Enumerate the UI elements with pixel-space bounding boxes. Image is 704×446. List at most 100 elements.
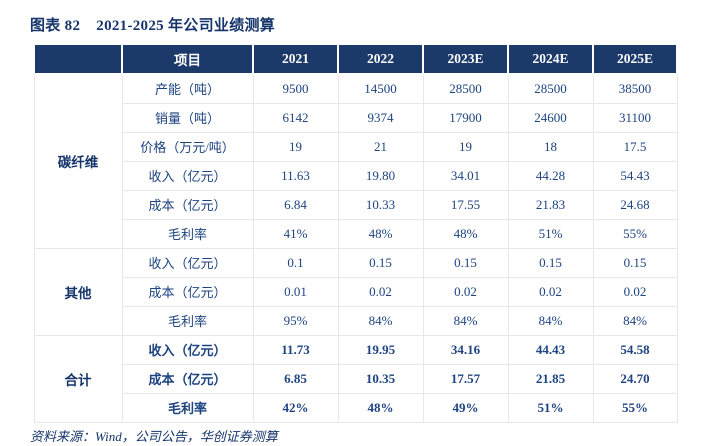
value-cell: 21.85 [507, 363, 594, 394]
figure-title: 图表 82 2021-2025 年公司业绩测算 [30, 14, 275, 35]
value-cell: 48% [337, 392, 424, 423]
value-cell: 0.15 [422, 247, 509, 278]
row-label-cell: 收入（亿元） [121, 334, 254, 365]
value-cell: 51% [507, 392, 594, 423]
figure-number: 图表 82 [30, 18, 81, 34]
value-cell: 28500 [507, 73, 594, 104]
table-row: 成本（亿元） 0.01 0.02 0.02 0.02 0.02 [34, 276, 678, 307]
row-label-cell: 成本（亿元） [121, 189, 254, 220]
row-label-cell: 价格（万元/吨） [121, 131, 254, 162]
value-cell: 0.1 [252, 247, 339, 278]
value-cell: 11.73 [252, 334, 339, 365]
value-cell: 19.80 [337, 160, 424, 191]
row-label-cell: 毛利率 [121, 305, 254, 336]
value-cell: 6.85 [252, 363, 339, 394]
value-cell: 10.35 [337, 363, 424, 394]
value-cell: 19 [422, 131, 509, 162]
table-row: 销量（吨） 6142 9374 17900 24600 31100 [34, 102, 678, 133]
header-cell-group [33, 43, 123, 75]
table-row: 毛利率 95% 84% 84% 84% 84% [34, 305, 678, 336]
value-cell: 0.15 [337, 247, 424, 278]
source-note: 资料来源：Wind，公司公告，华创证券测算 [30, 429, 278, 444]
group-cell-other: 其他 [33, 247, 123, 336]
value-cell: 0.02 [507, 276, 594, 307]
value-cell: 84% [507, 305, 594, 336]
header-row: 项目 2021 2022 2023E 2024E 2025E [33, 43, 678, 75]
value-cell: 55% [592, 218, 678, 249]
value-cell: 0.01 [252, 276, 339, 307]
value-cell: 55% [592, 392, 678, 423]
value-cell: 17.55 [422, 189, 509, 220]
value-cell: 41% [252, 218, 339, 249]
value-cell: 84% [592, 305, 678, 336]
header-cell-item: 项目 [121, 43, 254, 75]
value-cell: 48% [337, 218, 424, 249]
value-cell: 34.16 [422, 334, 509, 365]
value-cell: 19.95 [337, 334, 424, 365]
value-cell: 54.43 [592, 160, 678, 191]
row-label-cell: 收入（亿元） [121, 247, 254, 278]
value-cell: 17.5 [592, 131, 678, 162]
row-label-cell: 产能（吨） [121, 73, 254, 104]
row-label-cell: 成本（亿元） [121, 363, 254, 394]
value-cell: 95% [252, 305, 339, 336]
figure-caption: 2021-2025 年公司业绩测算 [96, 18, 276, 34]
group-cell-total: 合计 [33, 334, 123, 423]
table-row: 成本（亿元） 6.84 10.33 17.55 21.83 24.68 [34, 189, 678, 220]
table-row: 合计 收入（亿元） 11.73 19.95 34.16 44.43 54.58 [33, 334, 678, 423]
value-cell: 17900 [422, 102, 509, 133]
value-cell: 31100 [592, 102, 678, 133]
value-cell: 84% [422, 305, 509, 336]
header-cell-2021: 2021 [252, 43, 339, 75]
value-cell: 6142 [252, 102, 339, 133]
table-row: 毛利率 42% 48% 49% 51% 55% [34, 392, 678, 423]
value-cell: 38500 [592, 73, 678, 104]
value-cell: 28500 [422, 73, 509, 104]
value-cell: 19 [252, 131, 339, 162]
value-cell: 0.02 [592, 276, 678, 307]
value-cell: 44.43 [507, 334, 594, 365]
value-cell: 42% [252, 392, 339, 423]
table-row: 碳纤维 产能（吨） 9500 14500 28500 28500 38500 [33, 73, 678, 249]
value-cell: 14500 [337, 73, 424, 104]
value-cell: 49% [422, 392, 509, 423]
performance-forecast-table: 项目 2021 2022 2023E 2024E 2025E 碳纤维 产能（吨）… [33, 43, 678, 423]
header-cell-2025e: 2025E [592, 43, 678, 75]
value-cell: 54.58 [592, 334, 678, 365]
table-row: 成本（亿元） 6.85 10.35 17.57 21.85 24.70 [34, 363, 678, 394]
value-cell: 9374 [337, 102, 424, 133]
header-cell-2023e: 2023E [422, 43, 509, 75]
value-cell: 0.15 [592, 247, 678, 278]
row-label-cell: 销量（吨） [121, 102, 254, 133]
value-cell: 34.01 [422, 160, 509, 191]
value-cell: 0.02 [422, 276, 509, 307]
value-cell: 10.33 [337, 189, 424, 220]
value-cell: 0.15 [507, 247, 594, 278]
value-cell: 6.84 [252, 189, 339, 220]
table-row: 价格（万元/吨） 19 21 19 18 17.5 [34, 131, 678, 162]
value-cell: 44.28 [507, 160, 594, 191]
header-cell-2024e: 2024E [507, 43, 594, 75]
row-label-cell: 成本（亿元） [121, 276, 254, 307]
row-label-cell: 毛利率 [121, 392, 254, 423]
value-cell: 24600 [507, 102, 594, 133]
header-cell-2022: 2022 [337, 43, 424, 75]
value-cell: 9500 [252, 73, 339, 104]
table-row: 其他 收入（亿元） 0.1 0.15 0.15 0.15 0.15 [33, 247, 678, 336]
table-row: 毛利率 41% 48% 48% 51% 55% [34, 218, 678, 249]
value-cell: 51% [507, 218, 594, 249]
value-cell: 21 [337, 131, 424, 162]
value-cell: 0.02 [337, 276, 424, 307]
value-cell: 24.68 [592, 189, 678, 220]
group-cell-carbon-fiber: 碳纤维 [33, 73, 123, 249]
value-cell: 48% [422, 218, 509, 249]
value-cell: 18 [507, 131, 594, 162]
value-cell: 24.70 [592, 363, 678, 394]
value-cell: 84% [337, 305, 424, 336]
table-row: 收入（亿元） 11.63 19.80 34.01 44.28 54.43 [34, 160, 678, 191]
row-label-cell: 毛利率 [121, 218, 254, 249]
row-label-cell: 收入（亿元） [121, 160, 254, 191]
value-cell: 11.63 [252, 160, 339, 191]
value-cell: 17.57 [422, 363, 509, 394]
